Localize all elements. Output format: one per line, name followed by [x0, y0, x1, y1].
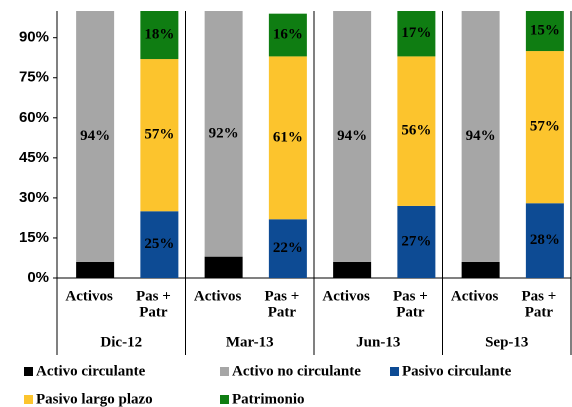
- data-label: 6%: [341, 261, 364, 277]
- data-label: 94%: [337, 128, 367, 144]
- bar-segment: [525, 11, 564, 52]
- x-tick-label: Pas +: [521, 288, 556, 304]
- x-tick-label: Pas +: [136, 288, 171, 304]
- x-tick-label: Activos: [451, 288, 499, 304]
- data-label: 61%: [273, 129, 303, 145]
- legend-swatch: [220, 395, 229, 404]
- group-label: Sep-13: [485, 334, 528, 350]
- legend-swatch: [220, 367, 229, 376]
- legend-label: Activo circulante: [36, 363, 146, 379]
- data-label: 56%: [401, 123, 431, 139]
- data-label: 25%: [144, 236, 174, 252]
- bar-segment: [397, 56, 436, 206]
- data-label: 6%: [84, 261, 107, 277]
- legend-swatch: [390, 367, 399, 376]
- x-tick-label: Pas +: [393, 288, 428, 304]
- data-label: 57%: [530, 119, 560, 135]
- bar-segment: [204, 11, 243, 257]
- bar-segment: [333, 11, 372, 262]
- group-label: Mar-13: [226, 334, 274, 350]
- legend-swatch: [24, 395, 33, 404]
- data-label: 16%: [273, 26, 303, 42]
- x-tick-label: Patr: [139, 304, 168, 320]
- bar-segment: [333, 261, 372, 278]
- y-tick-label: 30%: [19, 189, 49, 206]
- y-tick-label: 0%: [27, 269, 49, 286]
- bar-segment: [76, 261, 115, 278]
- y-tick-label: 45%: [19, 149, 49, 166]
- bar-segment: [204, 256, 243, 278]
- x-tick-label: Patr: [525, 304, 554, 320]
- bar-segment: [461, 11, 500, 262]
- y-tick-label: 60%: [19, 109, 49, 126]
- y-tick-label: 15%: [19, 229, 49, 246]
- y-tick-label: 90%: [19, 29, 49, 46]
- data-label: 15%: [530, 22, 560, 38]
- data-label: 57%: [144, 127, 174, 143]
- legend-swatch: [24, 367, 33, 376]
- group-label: Dic-12: [100, 334, 142, 350]
- bar-segment: [525, 203, 564, 278]
- bar-segment: [140, 59, 179, 212]
- x-tick-label: Activos: [322, 288, 370, 304]
- legend-label: Pasivo circulante: [402, 363, 512, 379]
- data-label: 17%: [401, 25, 431, 41]
- data-label: 94%: [466, 128, 496, 144]
- bar-segment: [268, 13, 307, 57]
- legend-label: Activo no circulante: [232, 363, 361, 379]
- bar-segment: [140, 11, 179, 60]
- x-tick-label: Activos: [194, 288, 242, 304]
- data-label: 28%: [530, 232, 560, 248]
- data-label: 94%: [80, 128, 110, 144]
- bar-segment: [397, 11, 436, 57]
- data-label: 92%: [209, 125, 239, 141]
- group-label: Jun-13: [356, 334, 400, 350]
- data-label: 27%: [401, 233, 431, 249]
- bar-segment: [461, 261, 500, 278]
- x-tick-label: Activos: [65, 288, 113, 304]
- bar-segment: [140, 211, 179, 278]
- data-label: 22%: [273, 240, 303, 256]
- x-tick-label: Patr: [268, 304, 297, 320]
- bar-segment: [525, 51, 564, 204]
- bar-segment: [268, 219, 307, 278]
- data-label: 8%: [212, 259, 235, 275]
- bar-segment: [76, 11, 115, 262]
- legend-label: Pasivo largo plazo: [36, 391, 153, 407]
- y-tick-label: 75%: [19, 69, 49, 86]
- legend-label: Patrimonio: [232, 391, 305, 407]
- data-label: 18%: [144, 26, 174, 42]
- data-label: 6%: [469, 261, 492, 277]
- x-tick-label: Pas +: [264, 288, 299, 304]
- bar-segment: [268, 56, 307, 220]
- bar-segment: [397, 205, 436, 278]
- x-tick-label: Patr: [396, 304, 425, 320]
